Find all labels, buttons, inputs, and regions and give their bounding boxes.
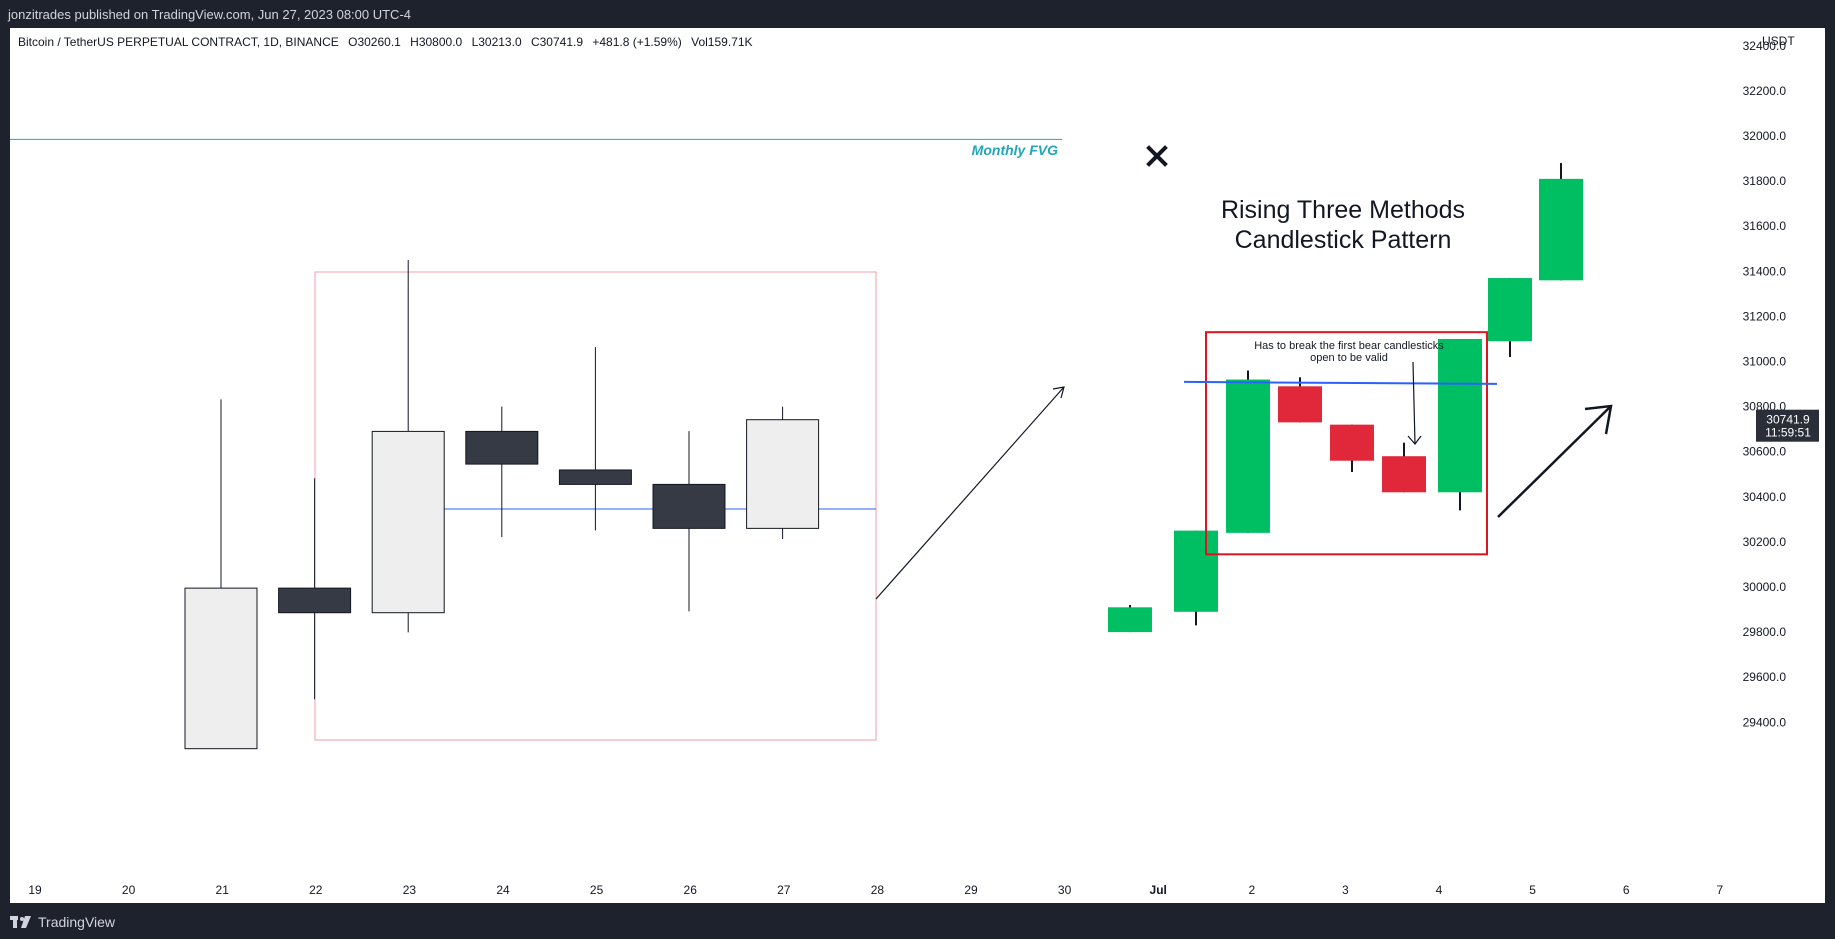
- price-tick-label: 29600.0: [1743, 670, 1787, 684]
- price-tick-label: 31200.0: [1743, 309, 1787, 323]
- footer-bar: TradingView: [0, 905, 1835, 939]
- projection-arrow-icon: [875, 386, 1065, 600]
- time-tick-label: 20: [122, 883, 136, 897]
- pattern-candle-bull: [1539, 178, 1583, 281]
- price-chart[interactable]: Monthly FVG Rising Three Methods Candles…: [10, 28, 1825, 903]
- pattern-candle-bear: [1278, 386, 1322, 423]
- time-tick-label: 29: [964, 883, 978, 897]
- pattern-candle-bear: [1330, 424, 1374, 461]
- candle-bear: [558, 469, 632, 485]
- price-tick-label: 30000.0: [1743, 580, 1787, 594]
- price-tick-label: 30200.0: [1743, 535, 1787, 549]
- pattern-title-line1: Rising Three Methods: [1221, 196, 1465, 224]
- last-price-tag: [1756, 409, 1819, 442]
- price-tick-label: 32000.0: [1743, 129, 1787, 143]
- time-tick-label: 23: [403, 883, 417, 897]
- chart-panel[interactable]: Bitcoin / TetherUS PERPETUAL CONTRACT, 1…: [10, 28, 1825, 903]
- time-tick-label: 25: [590, 883, 604, 897]
- time-tick-label: 19: [28, 883, 42, 897]
- pattern-candle-bear: [1382, 456, 1426, 493]
- candle-bull: [371, 430, 445, 614]
- price-tick-label: 31000.0: [1743, 355, 1787, 369]
- note-line2: open to be valid: [1310, 352, 1388, 364]
- time-tick-label: Jul: [1150, 883, 1167, 897]
- time-tick-label: 4: [1436, 883, 1443, 897]
- publish-line: jonzitrades published on TradingView.com…: [8, 7, 412, 22]
- monthly-fvg-label: Monthly FVG: [972, 142, 1058, 158]
- legend-low: L30213.0: [471, 35, 522, 49]
- time-tick-label: 6: [1623, 883, 1630, 897]
- bar-countdown: 11:59:51: [1765, 426, 1811, 440]
- time-tick-label: 28: [871, 883, 885, 897]
- currency-label: USDT: [1762, 34, 1795, 48]
- pattern-candle-bull: [1226, 379, 1270, 533]
- price-tick-label: 31400.0: [1743, 264, 1787, 278]
- brand-name: TradingView: [38, 914, 116, 930]
- time-tick-label: 2: [1248, 883, 1255, 897]
- note-line1: Has to break the first bear candlesticks: [1254, 340, 1444, 352]
- publish-header: jonzitrades published on TradingView.com…: [0, 0, 1835, 28]
- legend-close: C30741.9: [530, 35, 584, 49]
- time-tick-label: 3: [1342, 883, 1349, 897]
- time-tick-label: 5: [1529, 883, 1536, 897]
- candle-bull: [184, 587, 258, 750]
- legend-high: H30800.0: [410, 35, 463, 49]
- legend-symbol: Bitcoin / TetherUS PERPETUAL CONTRACT, 1…: [18, 35, 339, 49]
- price-tick-label: 29400.0: [1743, 715, 1787, 729]
- time-tick-label: 30: [1058, 883, 1072, 897]
- legend-volume: Vol159.71K: [691, 35, 753, 49]
- pattern-candle-bull: [1174, 530, 1218, 612]
- price-tick-label: 32400.0: [1743, 39, 1787, 53]
- time-tick-label: 22: [309, 883, 323, 897]
- brand[interactable]: TradingView: [10, 914, 115, 930]
- pattern-candle-bull: [1488, 278, 1532, 342]
- candle-bear: [465, 430, 539, 465]
- last-price-value: 30741.9: [1766, 413, 1810, 427]
- close-x-icon: [1146, 145, 1168, 167]
- tradingview-logo-icon: [10, 916, 31, 928]
- time-tick-label: 24: [496, 883, 510, 897]
- pattern-box: [1205, 331, 1488, 556]
- time-tick-label: 21: [216, 883, 230, 897]
- time-tick-label: 26: [684, 883, 698, 897]
- note-arrow-icon: [1407, 361, 1422, 445]
- legend-open: O30260.1: [348, 35, 401, 49]
- time-tick-label: 7: [1716, 883, 1723, 897]
- price-tick-label: 30400.0: [1743, 490, 1787, 504]
- pattern-candle-bull: [1108, 607, 1152, 633]
- first-bear-open-line: [1183, 380, 1498, 385]
- candle-bear: [652, 483, 726, 529]
- legend-change: +481.8 (+1.59%): [592, 35, 682, 49]
- breakout-arrow-icon: [1497, 404, 1613, 518]
- price-tick-label: 31600.0: [1743, 219, 1787, 233]
- candle-bear: [278, 587, 352, 614]
- pattern-title-line2: Candlestick Pattern: [1235, 226, 1452, 254]
- candle-bull: [746, 419, 820, 529]
- time-tick-label: 27: [777, 883, 791, 897]
- price-tick-label: 30600.0: [1743, 445, 1787, 459]
- symbol-legend: Bitcoin / TetherUS PERPETUAL CONTRACT, 1…: [18, 35, 759, 49]
- price-tick-label: 31800.0: [1743, 174, 1787, 188]
- price-tick-label: 32200.0: [1743, 84, 1787, 98]
- price-tick-label: 29800.0: [1743, 625, 1787, 639]
- pattern-candle-bull: [1438, 338, 1482, 493]
